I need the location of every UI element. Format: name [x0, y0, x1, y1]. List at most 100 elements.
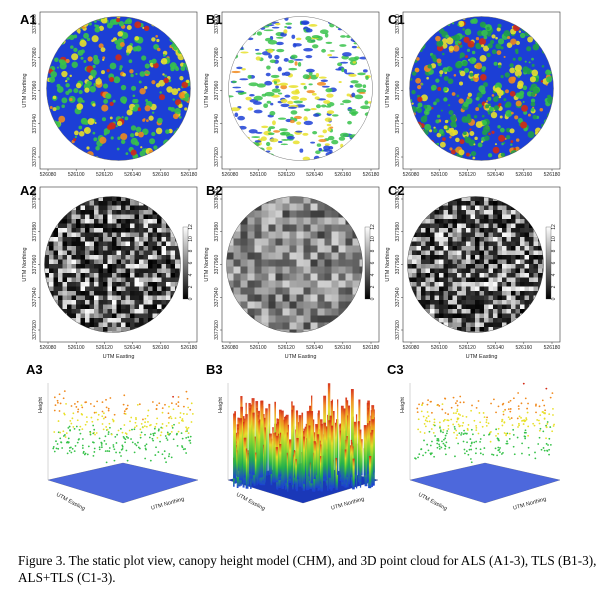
a1-ytick-label: 3377920	[32, 147, 38, 167]
c1-crown	[541, 39, 549, 46]
a2-chm-cell	[67, 313, 72, 319]
c2-chm-cell	[493, 259, 498, 265]
c2-chm-cell	[443, 259, 449, 265]
c2-chm-cell	[484, 309, 489, 314]
a2-chm-cell	[121, 237, 126, 242]
a1-crown	[185, 141, 191, 148]
a2-chm-cell	[67, 327, 72, 332]
b1-stem	[245, 140, 251, 145]
b1-xtick-label: 526140	[306, 172, 323, 178]
b2-chm-cell	[303, 217, 311, 225]
b1-canopy-map	[228, 16, 373, 161]
a2-chm-cell	[134, 286, 140, 292]
b2-chm-cell	[345, 252, 353, 260]
c3-point	[438, 445, 441, 448]
c1-crown	[499, 127, 505, 133]
a2-chm-cell	[130, 282, 135, 287]
c2-chm-cell	[542, 331, 544, 333]
c1-crown	[448, 66, 453, 72]
b2-chm-cell	[338, 252, 346, 260]
c2-chm-cell	[533, 304, 539, 310]
b1-stem	[275, 22, 281, 26]
b1-stem	[234, 36, 243, 40]
a2-chm-cell	[143, 219, 149, 224]
a2-chm-cell	[116, 196, 122, 202]
a2-chm-cell	[76, 214, 81, 220]
b2-chm-cell	[289, 203, 297, 211]
c2-chm-cell	[538, 277, 543, 283]
b2-chm-cell	[324, 280, 332, 288]
c3-point	[447, 413, 450, 416]
a2-chm-cell	[107, 300, 113, 305]
a2-chm-cell	[130, 223, 135, 229]
b1-stem	[280, 85, 288, 90]
a2-chm-cell	[179, 201, 181, 206]
a3-point	[110, 433, 113, 436]
b2-chm-cell	[324, 245, 332, 253]
c2-chm-cell	[488, 205, 494, 211]
b1-stem	[238, 156, 245, 158]
a1-crown	[184, 93, 190, 99]
c2-xlabel: UTM Easting	[466, 354, 498, 360]
b2-chm-cell	[345, 266, 353, 274]
c2-chm-cell	[416, 264, 422, 269]
c2-chm-cell	[479, 295, 485, 301]
a2-chm-cell	[89, 214, 95, 220]
c2-ytick-label: 3377920	[395, 320, 401, 340]
a2-chm-cell	[130, 295, 135, 301]
a1-crown	[55, 133, 60, 139]
b2-chm-cell	[275, 203, 283, 211]
c1-crown	[517, 75, 520, 78]
c1-crown	[542, 138, 545, 141]
a2-chm-cell	[125, 322, 131, 328]
b3-stem-column	[245, 448, 248, 489]
c2-chm-cell	[421, 291, 426, 296]
b2-chm-cell	[282, 294, 290, 302]
a2-chm-cell	[166, 313, 171, 319]
a2-chm-cell	[85, 237, 90, 242]
c2-chm-cell	[529, 300, 534, 305]
a2-chm-cell	[175, 295, 180, 301]
a2-chm-cell	[76, 309, 81, 314]
a2-legend-tick: 0	[188, 297, 194, 300]
a1-crown	[167, 16, 175, 23]
b2-chm-cell	[303, 287, 311, 295]
a2-chm-cell	[107, 196, 113, 202]
c2-chm-cell	[430, 223, 435, 229]
a2-chm-cell	[157, 295, 162, 301]
c2-chm-cell	[502, 228, 507, 233]
a2-chm-cell	[143, 232, 149, 238]
c2-chm-cell	[466, 268, 471, 274]
b2-chm-cell	[359, 266, 363, 274]
b3-stem-column	[328, 420, 332, 478]
a2-chm-cell	[112, 264, 117, 269]
c2-chm-cell	[511, 291, 516, 296]
a2-chm-cell	[130, 214, 135, 220]
c1-crown	[467, 92, 473, 97]
a3-point	[75, 406, 78, 408]
c1-crown	[515, 146, 520, 152]
c1-crown	[535, 39, 541, 45]
c2-chm-cell	[448, 309, 453, 314]
c1-crown	[545, 129, 552, 136]
a1-crown	[171, 154, 175, 159]
c2-chm-cell	[497, 327, 503, 332]
c2-chm-cell	[407, 255, 413, 260]
a2-chm-cell	[44, 219, 50, 224]
c1-crown	[497, 64, 502, 69]
c2-chm-cell	[484, 237, 489, 242]
c2-chm-cell	[529, 273, 534, 278]
a1-crown	[51, 133, 58, 139]
a3-point	[62, 430, 65, 433]
c2-chm-cell	[515, 327, 521, 332]
a2-chm-cell	[121, 259, 126, 265]
a3-point	[92, 441, 94, 444]
a2-chm-cell	[139, 327, 144, 332]
c1-crown	[546, 76, 553, 83]
a3-point	[134, 421, 137, 424]
a3-point	[118, 451, 121, 454]
c2-chm-cell	[470, 282, 476, 287]
a3-point	[123, 394, 126, 397]
b3-stem-column	[320, 423, 323, 492]
a2-chm-cell	[121, 327, 126, 332]
